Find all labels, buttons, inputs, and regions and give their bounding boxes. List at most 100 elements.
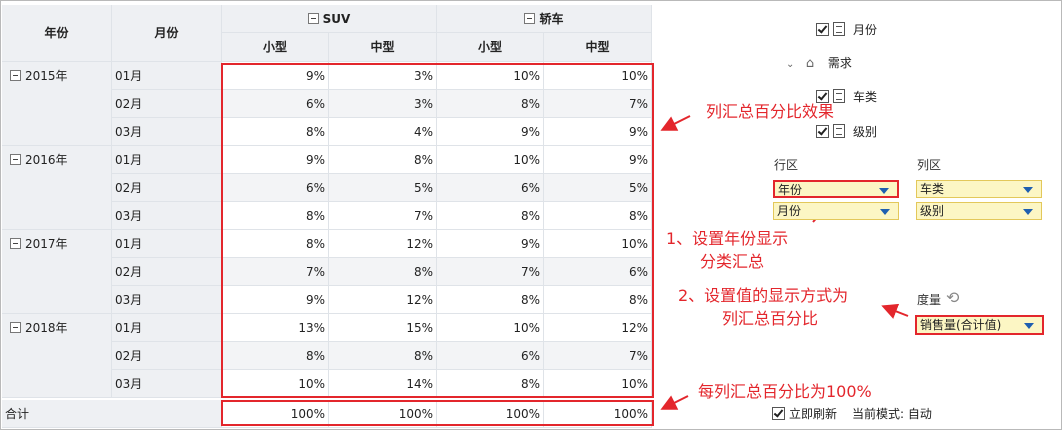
value-cell[interactable]: 7% — [329, 202, 437, 230]
total-value-cell[interactable]: 100% — [437, 400, 544, 428]
row-zone-year[interactable]: 年份 — [773, 180, 899, 198]
col-zone-level[interactable]: 级别 — [916, 202, 1042, 220]
value-cell[interactable]: 8% — [222, 118, 329, 146]
month-row-header[interactable]: 01月 — [112, 314, 222, 342]
collapse-icon[interactable] — [307, 13, 319, 24]
value-cell[interactable]: 8% — [222, 342, 329, 370]
checkbox-checked-icon[interactable] — [816, 90, 829, 103]
value-cell[interactable]: 10% — [437, 146, 544, 174]
month-row-header[interactable]: 03月 — [112, 202, 222, 230]
month-row-header[interactable]: 01月 — [112, 146, 222, 174]
dropdown-arrow-icon[interactable] — [1024, 323, 1034, 329]
group-header-suv[interactable]: SUV — [222, 5, 437, 33]
value-cell[interactable]: 8% — [437, 90, 544, 118]
value-cell[interactable]: 3% — [329, 90, 437, 118]
value-cell[interactable]: 10% — [437, 314, 544, 342]
value-cell[interactable]: 9% — [222, 286, 329, 314]
value-cell[interactable]: 12% — [329, 286, 437, 314]
value-cell[interactable]: 6% — [544, 258, 652, 286]
value-cell[interactable]: 7% — [544, 342, 652, 370]
dropdown-arrow-icon[interactable] — [1023, 209, 1033, 215]
col-zone-car-type[interactable]: 车类 — [916, 180, 1042, 198]
value-cell[interactable]: 14% — [329, 370, 437, 398]
value-cell[interactable]: 10% — [222, 370, 329, 398]
value-cell[interactable]: 6% — [222, 90, 329, 118]
value-cell[interactable]: 9% — [437, 118, 544, 146]
value-cell[interactable]: 8% — [222, 230, 329, 258]
month-row-header[interactable]: 02月 — [112, 342, 222, 370]
value-cell[interactable]: 8% — [437, 286, 544, 314]
month-row-header[interactable]: 03月 — [112, 286, 222, 314]
checkbox-checked-icon[interactable] — [772, 407, 785, 420]
month-column-header[interactable]: 月份 — [112, 5, 222, 62]
field-car-type[interactable]: 车类 — [816, 88, 877, 106]
value-cell[interactable]: 8% — [544, 202, 652, 230]
month-row-header[interactable]: 02月 — [112, 174, 222, 202]
value-cell[interactable]: 9% — [222, 62, 329, 90]
value-cell[interactable]: 10% — [544, 230, 652, 258]
value-cell[interactable]: 8% — [329, 258, 437, 286]
collapse-icon[interactable] — [524, 13, 536, 24]
value-cell[interactable]: 9% — [544, 118, 652, 146]
value-cell[interactable]: 9% — [544, 146, 652, 174]
dropdown-arrow-icon[interactable] — [1023, 187, 1033, 193]
value-cell[interactable]: 9% — [222, 146, 329, 174]
value-cell[interactable]: 5% — [329, 174, 437, 202]
sub-header[interactable]: 中型 — [329, 33, 437, 62]
sub-header[interactable]: 小型 — [437, 33, 544, 62]
value-cell[interactable]: 8% — [544, 286, 652, 314]
checkbox-checked-icon[interactable] — [816, 23, 829, 36]
auto-refresh-toggle[interactable]: 立即刷新 — [772, 405, 837, 423]
year-column-header[interactable]: 年份 — [2, 5, 112, 62]
value-cell[interactable]: 15% — [329, 314, 437, 342]
month-row-header[interactable]: 02月 — [112, 90, 222, 118]
collapse-icon[interactable] — [10, 238, 21, 249]
measure-sales[interactable]: 销售量(合计值) — [915, 315, 1044, 335]
month-row-header[interactable]: 02月 — [112, 258, 222, 286]
value-cell[interactable]: 13% — [222, 314, 329, 342]
value-cell[interactable]: 12% — [544, 314, 652, 342]
value-cell[interactable]: 6% — [222, 174, 329, 202]
month-row-header[interactable]: 03月 — [112, 370, 222, 398]
dropdown-arrow-icon[interactable] — [879, 188, 889, 194]
value-cell[interactable]: 3% — [329, 62, 437, 90]
year-row-header[interactable]: 2018年 — [2, 314, 112, 398]
value-cell[interactable]: 6% — [437, 174, 544, 202]
refresh-icon[interactable]: ⟲ — [946, 288, 960, 307]
value-cell[interactable]: 10% — [544, 62, 652, 90]
field-level[interactable]: 级别 — [816, 123, 877, 141]
total-value-cell[interactable]: 100% — [329, 400, 437, 428]
month-row-header[interactable]: 03月 — [112, 118, 222, 146]
value-cell[interactable]: 8% — [437, 370, 544, 398]
month-row-header[interactable]: 01月 — [112, 62, 222, 90]
row-zone-month[interactable]: 月份 — [773, 202, 899, 220]
value-cell[interactable]: 4% — [329, 118, 437, 146]
value-cell[interactable]: 8% — [222, 202, 329, 230]
sub-header[interactable]: 中型 — [544, 33, 652, 62]
value-cell[interactable]: 10% — [544, 370, 652, 398]
group-header-sedan[interactable]: 轿车 — [437, 5, 652, 33]
field-month[interactable]: 月份 — [816, 21, 877, 39]
value-cell[interactable]: 5% — [544, 174, 652, 202]
value-cell[interactable]: 9% — [437, 230, 544, 258]
collapse-icon[interactable] — [10, 70, 21, 81]
month-row-header[interactable]: 01月 — [112, 230, 222, 258]
value-cell[interactable]: 8% — [329, 146, 437, 174]
value-cell[interactable]: 7% — [544, 90, 652, 118]
value-cell[interactable]: 7% — [222, 258, 329, 286]
total-value-cell[interactable]: 100% — [222, 400, 329, 428]
tree-node-demand[interactable]: ⌄ ⌂ 需求 — [786, 54, 852, 74]
dropdown-arrow-icon[interactable] — [880, 209, 890, 215]
year-row-header[interactable]: 2017年 — [2, 230, 112, 314]
value-cell[interactable]: 12% — [329, 230, 437, 258]
year-row-header[interactable]: 2015年 — [2, 62, 112, 146]
year-row-header[interactable]: 2016年 — [2, 146, 112, 230]
checkbox-checked-icon[interactable] — [816, 125, 829, 138]
value-cell[interactable]: 8% — [329, 342, 437, 370]
collapse-icon[interactable] — [10, 154, 21, 165]
value-cell[interactable]: 6% — [437, 342, 544, 370]
value-cell[interactable]: 7% — [437, 258, 544, 286]
value-cell[interactable]: 8% — [437, 202, 544, 230]
chevron-down-icon[interactable]: ⌄ — [786, 59, 795, 70]
sub-header[interactable]: 小型 — [222, 33, 329, 62]
